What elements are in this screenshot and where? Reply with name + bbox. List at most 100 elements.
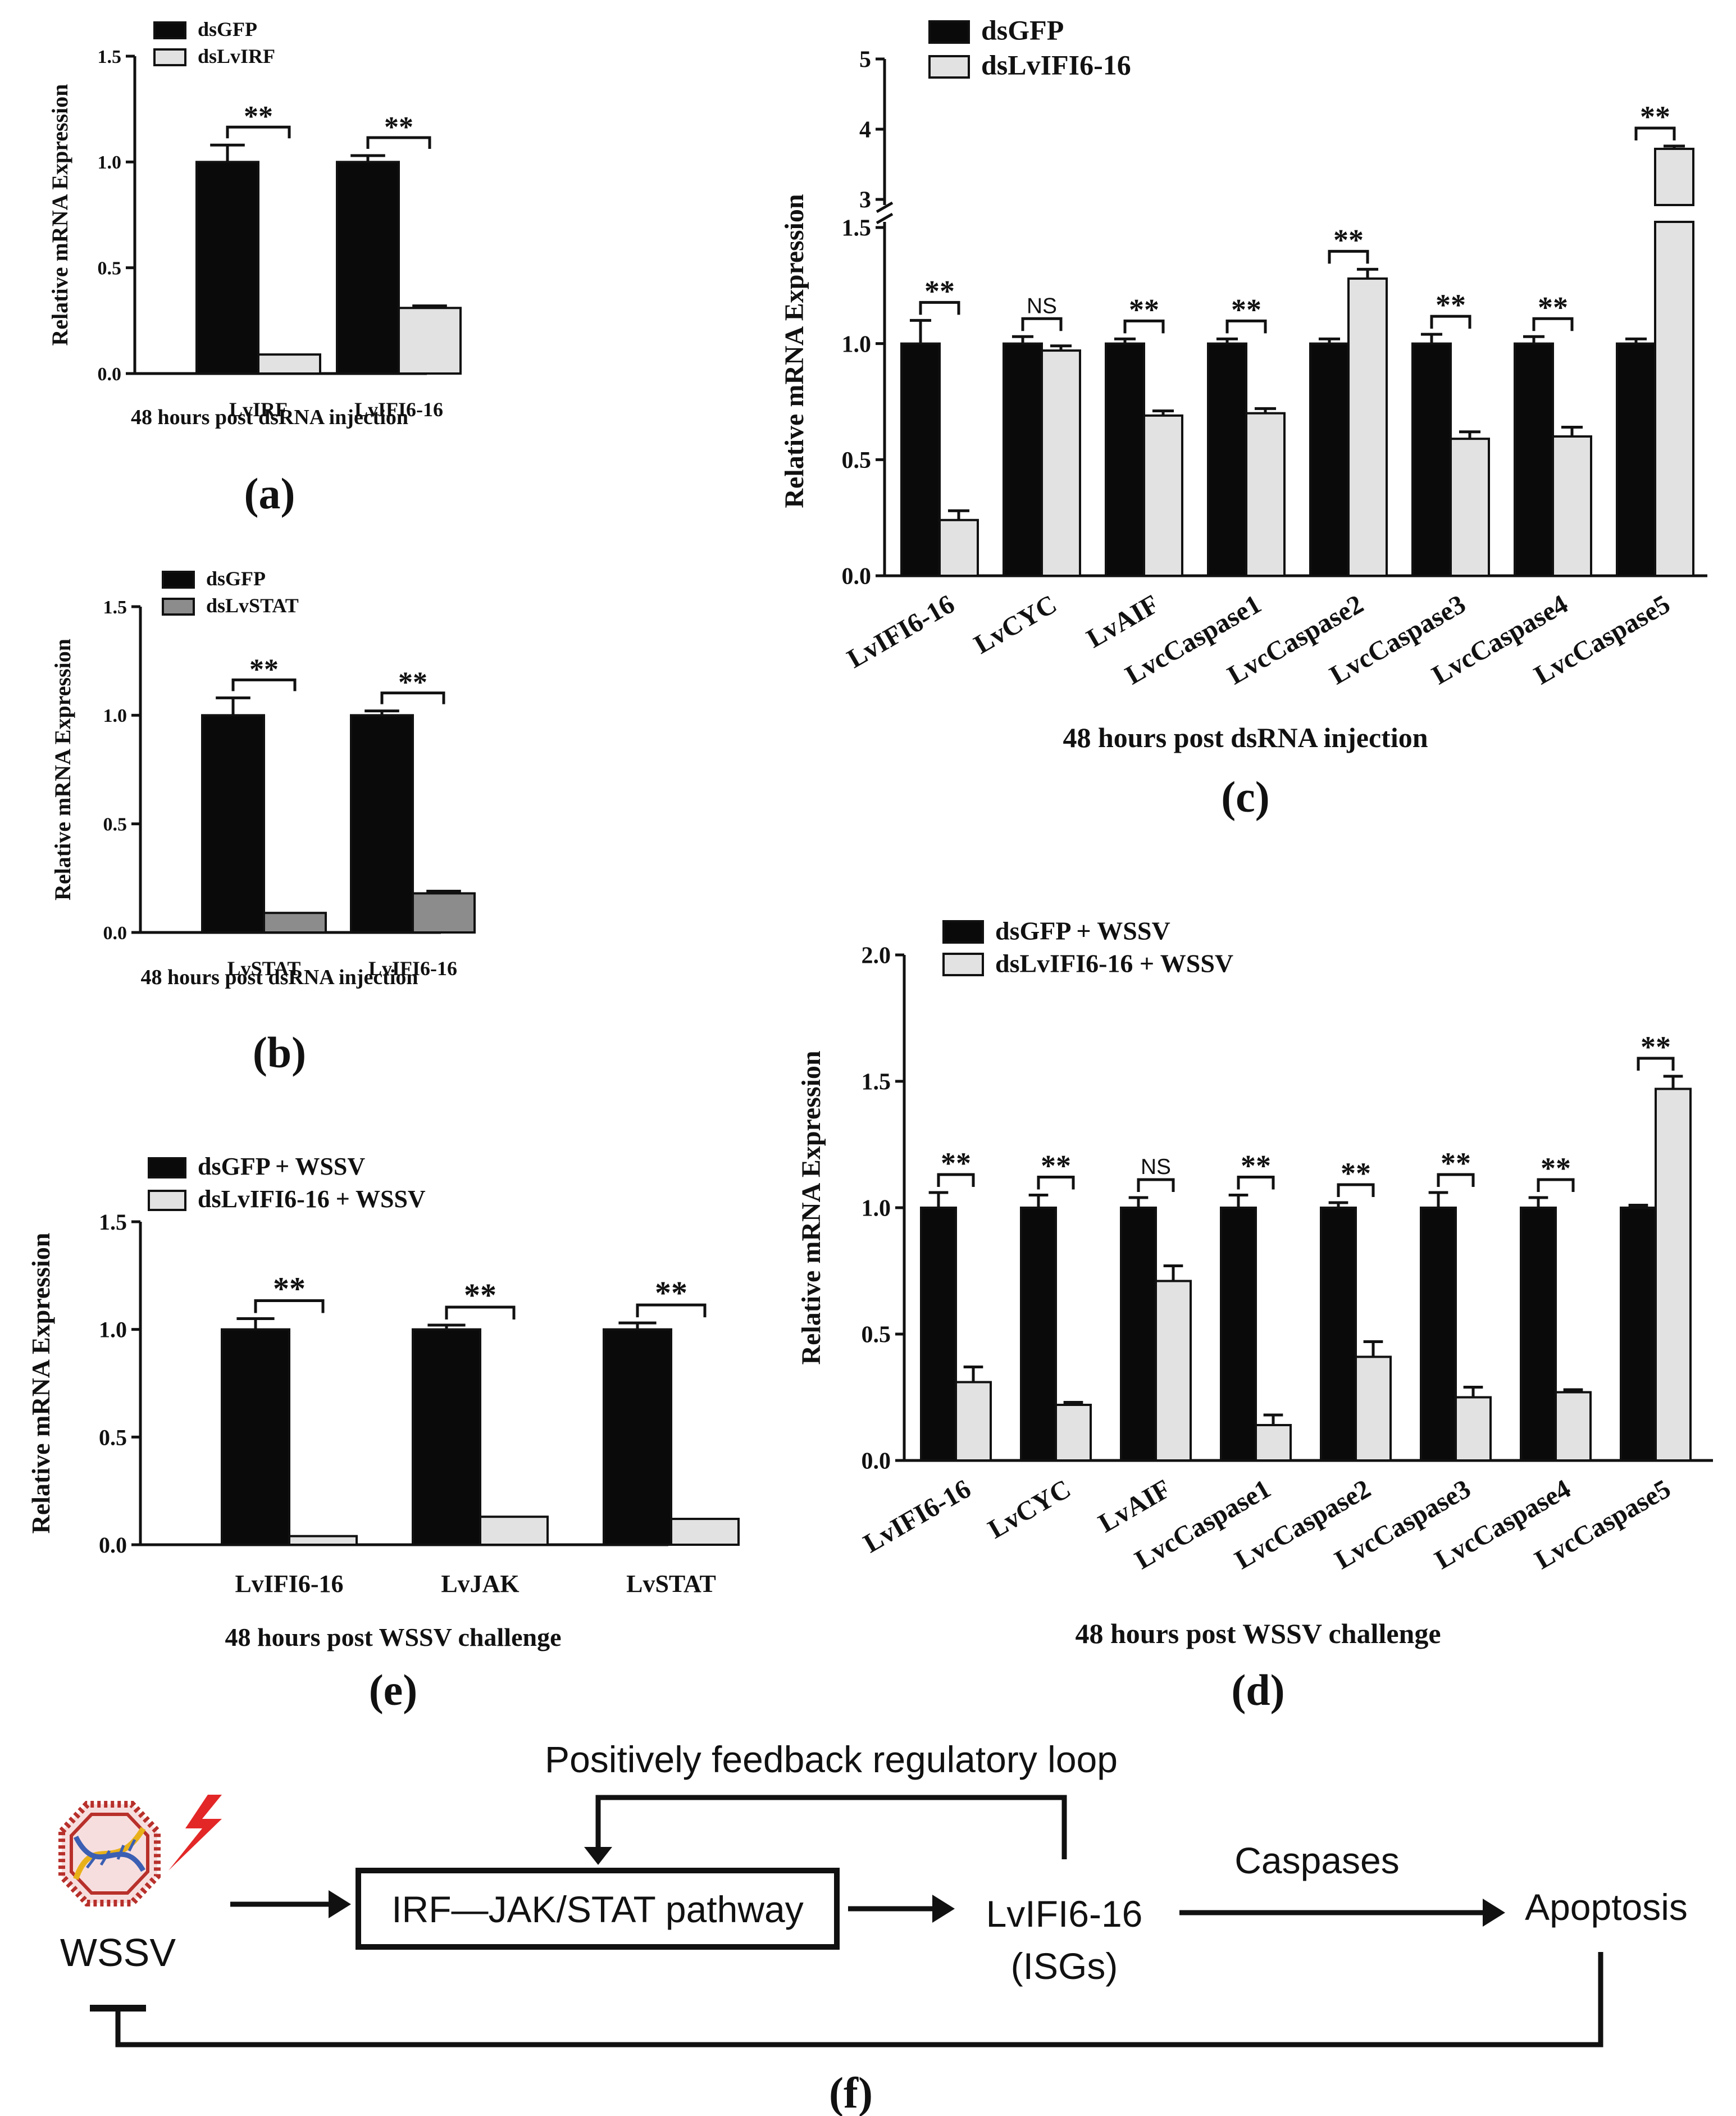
legend-label: dsLvIFI6-16 + WSSV	[995, 949, 1233, 977]
significance-label: **	[1441, 1146, 1471, 1180]
y-tick-label: 0.0	[842, 564, 872, 590]
x-tick-label: LvJAK	[441, 1570, 519, 1598]
bar-dsgfp	[1411, 342, 1452, 577]
significance-bracket	[1637, 1057, 1675, 1071]
y-tick-label: 0.5	[99, 1425, 127, 1450]
bar-dslvifi6-16-wssv	[1055, 1404, 1092, 1462]
significance-bracket	[937, 1173, 975, 1187]
legend-label: dsGFP + WSSV	[198, 1153, 365, 1180]
x-axis-label: 48 hours post dsRNA injection	[131, 406, 408, 429]
significance-label: **	[1333, 223, 1364, 257]
y-tick-label: 1.5	[862, 1070, 891, 1095]
bar-dslvirf	[257, 353, 321, 375]
y-tick-label: 1.0	[99, 1317, 127, 1343]
significance-bracket	[1021, 317, 1063, 331]
y-axis-label: Relative mRNA Expression	[796, 1050, 826, 1364]
bar-dslvifi6-16-wssv	[479, 1516, 549, 1546]
bar-dsgfp-wssv	[412, 1328, 481, 1546]
arrow-pathway-to-gene-head	[932, 1895, 955, 1923]
y-tick-label: 0.5	[862, 1322, 891, 1348]
x-axis-label: 48 hours post dsRNA injection	[140, 966, 418, 989]
y-tick-label: 3	[859, 188, 871, 213]
bar-dsgfp-wssv	[1220, 1207, 1257, 1462]
bar-dsgfp-wssv	[920, 1207, 957, 1462]
significance-label: NS	[1027, 294, 1057, 318]
bar-dsgfp-wssv	[1320, 1207, 1357, 1462]
x-axis-label: 48 hours post dsRNA injection	[1063, 722, 1428, 753]
x-tick-label: LvIFI6-16	[235, 1570, 343, 1598]
x-tick-label: LvIFI6-16	[368, 957, 457, 980]
x-tick-label: LvSTAT	[626, 1570, 716, 1598]
legend-swatch	[928, 55, 970, 79]
feedback-loop-line	[595, 1795, 1067, 1859]
x-tick-label: LvSTAT	[227, 957, 301, 980]
bar-dslvifi6-16-wssv	[1555, 1391, 1592, 1462]
y-tick-label: 2.0	[862, 943, 891, 969]
x-tick-label: LvIFI6-16	[842, 589, 960, 674]
y-tick-label: 1.0	[842, 331, 872, 357]
significance-label: **	[398, 667, 427, 699]
axis-break-mark	[876, 212, 894, 225]
wssv-label: WSSV	[60, 1931, 176, 1974]
significance-label: **	[1231, 293, 1261, 326]
significance-label: **	[1241, 1149, 1271, 1183]
x-tick-label: LvIFI6-16	[859, 1474, 976, 1559]
significance-label: **	[384, 111, 413, 143]
significance-label: **	[464, 1277, 496, 1313]
legend-swatch	[928, 20, 970, 44]
panel-label: (a)	[244, 469, 295, 518]
bar-dslvifi6-16	[1450, 438, 1490, 577]
significance-label: **	[655, 1275, 687, 1311]
bar-dsgfp	[1309, 342, 1350, 577]
y-axis-label: Relative mRNA Expression	[26, 1233, 55, 1534]
y-tick-label: 1.0	[103, 706, 127, 726]
bar-dsgfp	[1003, 342, 1043, 577]
bar-dslvirf	[398, 307, 462, 375]
y-tick-label: 0.5	[98, 258, 122, 279]
legend-label: dsGFP	[981, 14, 1064, 45]
bar-dsgfp	[1207, 342, 1247, 577]
bar-dsgfp	[350, 714, 414, 934]
loop-label: Positively feedback regulatory loop	[545, 1739, 1118, 1780]
panel-label: (e)	[369, 1666, 418, 1714]
legend-label: dsGFP	[198, 18, 257, 40]
bar-dsgfp	[201, 714, 265, 934]
significance-bracket	[1634, 126, 1676, 140]
x-axis-label: 48 hours post WSSV challenge	[225, 1623, 562, 1651]
y-tick-label: 0.0	[103, 923, 127, 944]
significance-bracket	[366, 136, 431, 149]
significance-label: **	[924, 274, 955, 308]
significance-label: **	[1041, 1149, 1071, 1183]
significance-label: **	[1640, 100, 1670, 134]
significance-label: **	[1538, 290, 1568, 324]
chart-panel-a: 0.0 0.5 1.0 1.5 Relative mRNA Expression ** Lv…	[47, 18, 462, 518]
legend-swatch	[153, 48, 186, 66]
chart-panel-e: 0.0 0.5 1.0 1.5 Relative mRNA Expression ** Lv…	[26, 1153, 740, 1714]
bar-dsgfp	[1514, 342, 1554, 577]
bar-dslvifi6-16-wssv	[955, 1381, 992, 1462]
legend-label: dsLvSTAT	[206, 594, 299, 617]
y-axis-label: Relative mRNA Expression	[50, 639, 75, 900]
bar-dslvifi6-16	[1347, 277, 1388, 577]
significance-bracket	[1037, 1176, 1075, 1190]
significance-bracket	[254, 1299, 325, 1313]
legend-label: dsGFP + WSSV	[995, 916, 1170, 945]
arrow-gene-to-apoptosis-head	[1483, 1899, 1505, 1927]
x-tick-label: LvAIF	[1082, 589, 1164, 654]
y-tick-label: 1.5	[103, 597, 127, 618]
y-tick-label: 0.5	[842, 448, 872, 474]
significance-label: **	[1341, 1157, 1371, 1190]
significance-bracket	[1430, 315, 1471, 329]
feedback-arrowhead	[584, 1847, 612, 1865]
bar-dslvstat	[263, 912, 327, 934]
significance-label: **	[249, 653, 279, 685]
significance-bracket	[231, 678, 297, 691]
bar-dslvifi6-16-wssv	[1355, 1355, 1392, 1462]
bar-dslvifi6-16	[1041, 349, 1081, 577]
pathway-box	[356, 1868, 840, 1950]
significance-bracket	[1437, 1173, 1475, 1187]
axis-break-mark	[876, 201, 894, 213]
bar-dsgfp-wssv	[1120, 1207, 1157, 1462]
gene-label: LvIFI6-16	[986, 1893, 1143, 1935]
